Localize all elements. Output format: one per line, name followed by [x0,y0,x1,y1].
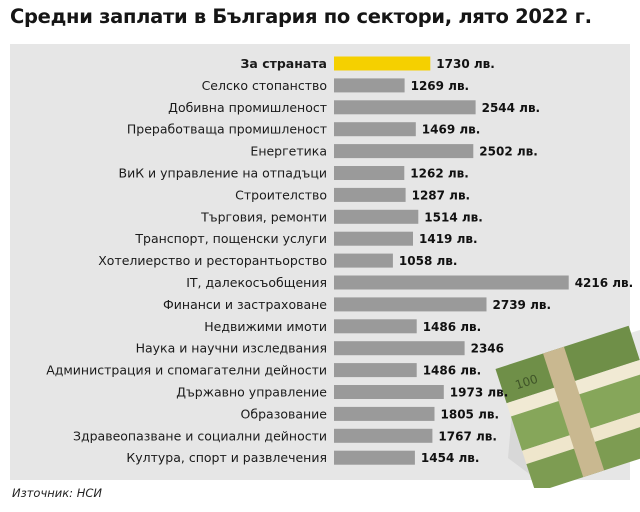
value-label-17: 1767 лв. [438,429,497,443]
value-label-3: 1469 лв. [422,123,481,137]
bar-16 [334,406,435,421]
value-label-10: 4216 лв. [575,276,634,290]
bar-7 [334,209,419,224]
bar-5 [334,166,405,180]
bar-12 [334,319,417,334]
category-label-9: Хотелиерство и ресторантьорство [98,253,327,268]
value-label-5: 1262 лв. [410,167,469,181]
bar-6 [334,187,406,202]
svg-text:100: 100 [513,372,539,392]
category-label-18: Култура, спорт и развлечения [126,450,327,465]
value-label-7: 1514 лв. [424,210,483,224]
bar-3 [334,122,416,137]
bar-11 [334,297,487,312]
money-stack-illustration: 100 [495,325,640,488]
value-label-1: 1269 лв. [411,79,470,93]
category-label-4: Енергетика [250,144,327,159]
value-label-13: 2346 [471,342,504,356]
category-label-12: Недвижими имоти [204,319,327,334]
bar-13 [334,341,465,356]
value-label-16: 1805 лв. [441,407,500,421]
value-label-12: 1486 лв. [423,320,482,334]
category-label-11: Финанси и застраховане [163,297,327,312]
bar-4 [334,144,474,159]
value-label-6: 1287 лв. [412,188,471,202]
source-note: Източник: НСИ [12,486,102,500]
bar-17 [334,428,433,443]
bar-15 [334,385,444,399]
category-label-7: Търговия, ремонти [200,209,327,224]
bar-0 [334,56,431,71]
value-label-9: 1058 лв. [399,254,458,268]
category-label-3: Преработваща промишленост [127,122,327,137]
value-label-18: 1454 лв. [421,451,480,465]
value-label-15: 1973 лв. [450,386,509,400]
category-label-17: Здравеопазване и социални дейности [73,428,327,443]
category-label-15: Държавно управление [176,385,327,400]
category-label-8: Транспорт, пощенски услуги [134,231,327,246]
category-label-0: За страната [241,56,327,71]
bar-10 [334,275,569,290]
category-label-16: Образование [241,406,328,421]
bar-1 [334,78,405,93]
value-label-8: 1419 лв. [419,232,478,246]
category-label-13: Наука и научни изследвания [136,341,327,356]
value-label-11: 2739 лв. [493,298,552,312]
category-label-14: Администрация и спомагателни дейности [46,363,327,378]
bar-8 [334,231,413,246]
bar-9 [334,253,393,268]
value-label-2: 2544 лв. [482,101,541,115]
category-label-10: IT, далекосъобщения [186,275,327,290]
value-label-4: 2502 лв. [479,145,538,159]
bar-2 [334,100,476,115]
bar-18 [334,450,415,465]
category-label-5: ВиК и управление на отпадъци [119,166,328,181]
bar-14 [334,363,417,378]
value-label-0: 1730 лв. [436,57,495,71]
value-label-14: 1486 лв. [423,364,482,378]
chart-title: Средни заплати в България по сектори, ля… [10,5,592,28]
category-label-1: Селско стопанство [202,78,327,93]
category-label-6: Строителство [235,187,327,202]
category-label-2: Добивна промишленост [168,100,327,115]
